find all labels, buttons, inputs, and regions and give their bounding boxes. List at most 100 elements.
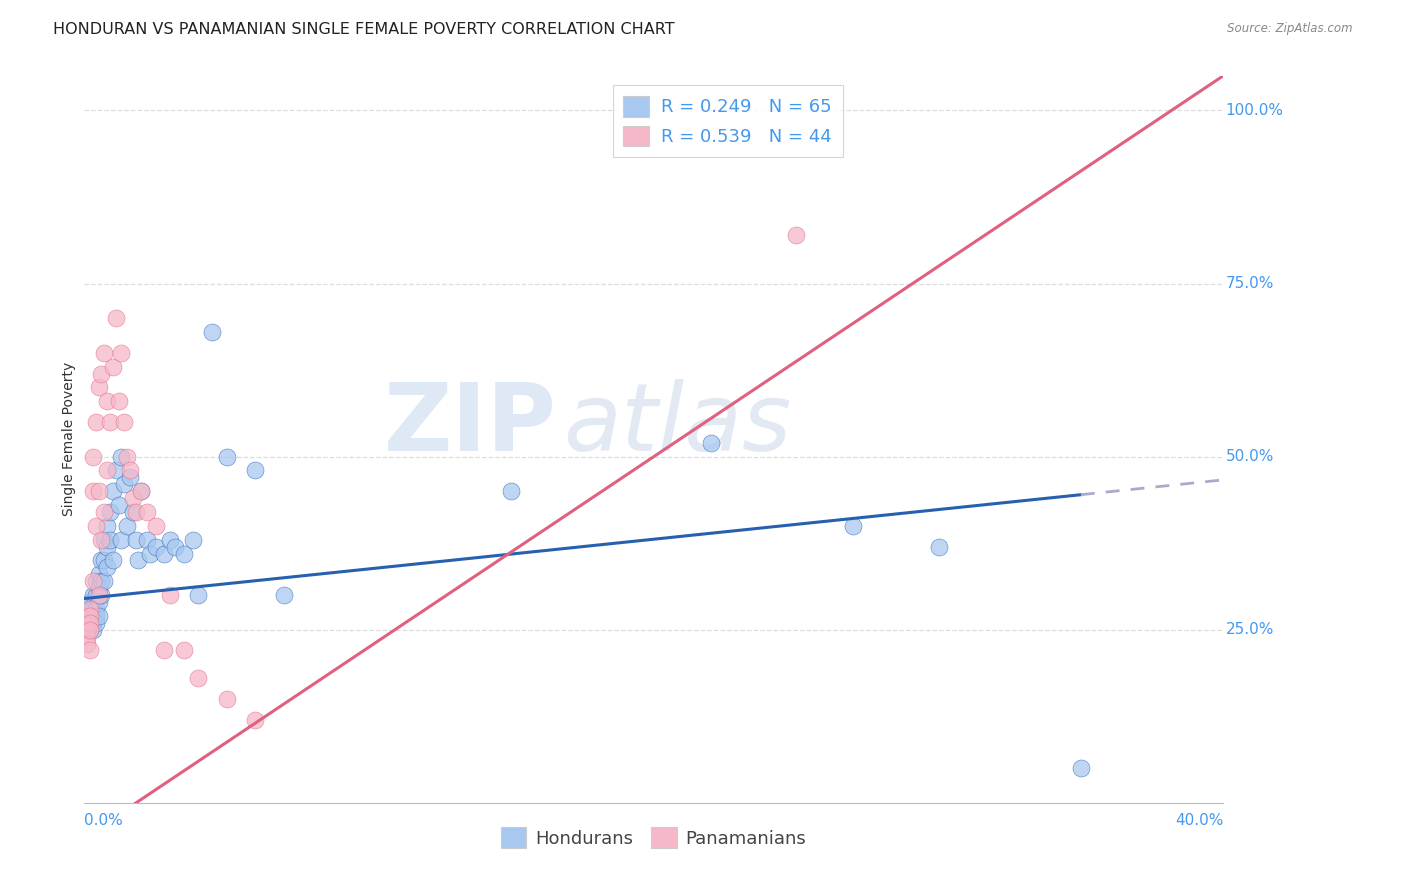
Point xyxy=(79,643,101,657)
Point xyxy=(84,588,107,602)
Text: Source: ZipAtlas.com: Source: ZipAtlas.com xyxy=(1227,22,1353,36)
Point xyxy=(201,325,224,339)
Point xyxy=(84,615,107,630)
Point xyxy=(82,588,104,602)
Point xyxy=(187,671,209,685)
Point xyxy=(501,484,523,499)
Point xyxy=(153,547,176,561)
Point xyxy=(139,547,162,561)
Point xyxy=(84,574,107,589)
Point xyxy=(131,484,153,499)
Point xyxy=(93,574,115,589)
Point xyxy=(93,505,115,519)
Point xyxy=(96,463,118,477)
Point xyxy=(76,608,98,623)
Point xyxy=(124,533,146,547)
Point xyxy=(101,553,124,567)
Point xyxy=(87,581,110,595)
Point xyxy=(165,540,187,554)
Point xyxy=(79,608,101,623)
Y-axis label: Single Female Poverty: Single Female Poverty xyxy=(62,362,76,516)
Point xyxy=(93,533,115,547)
Point xyxy=(90,553,112,567)
Point xyxy=(110,450,132,464)
Point xyxy=(82,623,104,637)
Point xyxy=(76,602,98,616)
Legend: Hondurans, Panamanians: Hondurans, Panamanians xyxy=(494,821,814,855)
Text: 75.0%: 75.0% xyxy=(1226,276,1274,291)
Point xyxy=(136,533,159,547)
Point xyxy=(98,533,121,547)
Text: 50.0%: 50.0% xyxy=(1226,449,1274,464)
Text: 0.0%: 0.0% xyxy=(84,814,124,828)
Point xyxy=(115,450,138,464)
Point xyxy=(118,463,141,477)
Text: 100.0%: 100.0% xyxy=(1226,103,1284,118)
Point xyxy=(79,615,101,630)
Point xyxy=(121,505,143,519)
Point xyxy=(87,380,110,394)
Point xyxy=(84,602,107,616)
Point xyxy=(76,623,98,637)
Point xyxy=(1070,761,1092,775)
Point xyxy=(104,311,127,326)
Point xyxy=(76,608,98,623)
Point xyxy=(110,345,132,359)
Point xyxy=(110,533,132,547)
Point xyxy=(96,540,118,554)
Point xyxy=(79,602,101,616)
Point xyxy=(98,415,121,429)
Point xyxy=(928,540,950,554)
Point xyxy=(79,615,101,630)
Text: ZIP: ZIP xyxy=(384,379,557,471)
Point xyxy=(145,519,167,533)
Point xyxy=(87,588,110,602)
Point xyxy=(700,435,723,450)
Point xyxy=(96,560,118,574)
Point xyxy=(82,615,104,630)
Point xyxy=(79,623,101,637)
Point xyxy=(82,484,104,499)
Point xyxy=(145,540,167,554)
Point xyxy=(79,602,101,616)
Point xyxy=(76,636,98,650)
Point xyxy=(87,595,110,609)
Point xyxy=(98,505,121,519)
Point xyxy=(84,519,107,533)
Point xyxy=(104,463,127,477)
Point xyxy=(131,484,153,499)
Text: atlas: atlas xyxy=(562,379,792,470)
Point xyxy=(273,588,295,602)
Point xyxy=(842,519,865,533)
Point xyxy=(121,491,143,505)
Point xyxy=(93,553,115,567)
Point xyxy=(115,519,138,533)
Point xyxy=(82,608,104,623)
Point xyxy=(215,450,238,464)
Point xyxy=(76,615,98,630)
Point xyxy=(96,519,118,533)
Point xyxy=(107,498,129,512)
Point xyxy=(82,602,104,616)
Text: 40.0%: 40.0% xyxy=(1175,814,1223,828)
Point xyxy=(96,394,118,409)
Point xyxy=(785,228,807,243)
Point xyxy=(245,463,267,477)
Point xyxy=(181,533,204,547)
Point xyxy=(159,533,181,547)
Point xyxy=(90,574,112,589)
Point xyxy=(82,574,104,589)
Point xyxy=(87,608,110,623)
Point xyxy=(84,415,107,429)
Text: 25.0%: 25.0% xyxy=(1226,623,1274,637)
Point xyxy=(159,588,181,602)
Point xyxy=(90,588,112,602)
Point xyxy=(82,450,104,464)
Point xyxy=(173,643,195,657)
Text: HONDURAN VS PANAMANIAN SINGLE FEMALE POVERTY CORRELATION CHART: HONDURAN VS PANAMANIAN SINGLE FEMALE POV… xyxy=(53,22,675,37)
Point xyxy=(112,477,135,491)
Point xyxy=(124,505,146,519)
Point xyxy=(215,692,238,706)
Point xyxy=(87,567,110,582)
Point xyxy=(101,484,124,499)
